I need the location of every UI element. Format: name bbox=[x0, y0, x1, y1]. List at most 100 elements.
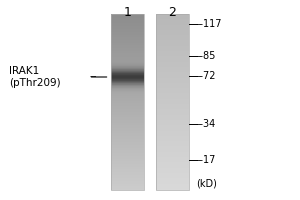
Bar bbox=[111, 106, 144, 107]
Bar bbox=[111, 143, 144, 144]
Bar bbox=[156, 184, 189, 185]
Bar bbox=[156, 49, 189, 50]
Bar bbox=[156, 82, 189, 83]
Bar bbox=[111, 65, 144, 66]
Bar bbox=[156, 154, 189, 155]
Bar bbox=[156, 52, 189, 53]
Bar bbox=[111, 86, 144, 87]
Bar bbox=[156, 68, 189, 69]
Bar bbox=[156, 108, 189, 109]
Bar bbox=[111, 49, 144, 50]
Bar bbox=[156, 16, 189, 17]
Bar bbox=[111, 39, 144, 40]
Bar bbox=[111, 103, 144, 104]
Bar bbox=[156, 109, 189, 110]
Bar bbox=[111, 135, 144, 136]
Bar bbox=[111, 129, 144, 130]
Bar bbox=[156, 121, 189, 122]
Bar bbox=[111, 34, 144, 35]
Bar bbox=[111, 45, 144, 46]
Bar bbox=[156, 80, 189, 81]
Bar bbox=[111, 93, 144, 94]
Bar bbox=[156, 67, 189, 68]
Bar bbox=[111, 157, 144, 158]
Bar bbox=[111, 37, 144, 38]
Bar bbox=[111, 149, 144, 150]
Bar bbox=[156, 14, 189, 15]
Bar bbox=[111, 76, 144, 77]
Bar bbox=[111, 28, 144, 29]
Bar bbox=[111, 100, 144, 101]
Bar bbox=[111, 48, 144, 49]
Bar bbox=[111, 184, 144, 185]
Bar bbox=[156, 19, 189, 20]
Bar bbox=[111, 91, 144, 92]
Bar bbox=[111, 164, 144, 165]
Bar bbox=[156, 20, 189, 21]
Bar bbox=[156, 158, 189, 159]
Bar bbox=[111, 119, 144, 120]
Bar bbox=[111, 85, 144, 86]
Bar bbox=[111, 126, 144, 127]
Bar bbox=[156, 38, 189, 39]
Bar bbox=[111, 109, 144, 110]
Bar bbox=[156, 172, 189, 173]
Bar bbox=[111, 72, 144, 73]
Bar bbox=[156, 128, 189, 129]
Bar bbox=[156, 93, 189, 94]
Bar bbox=[156, 159, 189, 160]
Bar bbox=[111, 19, 144, 20]
Bar bbox=[156, 167, 189, 168]
Bar bbox=[111, 117, 144, 118]
Bar bbox=[156, 62, 189, 63]
Bar bbox=[156, 169, 189, 170]
Bar bbox=[156, 98, 189, 99]
Bar bbox=[156, 123, 189, 124]
Bar bbox=[156, 156, 189, 157]
Bar bbox=[111, 115, 144, 116]
Bar bbox=[156, 188, 189, 189]
Bar bbox=[156, 103, 189, 104]
Text: 2: 2 bbox=[169, 6, 176, 19]
Bar bbox=[156, 173, 189, 174]
Bar bbox=[156, 18, 189, 19]
Bar bbox=[156, 70, 189, 71]
Bar bbox=[156, 51, 189, 52]
Bar bbox=[156, 170, 189, 171]
Bar bbox=[111, 77, 144, 78]
Bar bbox=[156, 32, 189, 33]
Bar bbox=[111, 44, 144, 45]
Bar bbox=[111, 111, 144, 112]
Bar bbox=[111, 53, 144, 54]
Bar bbox=[111, 79, 144, 80]
Bar bbox=[111, 145, 144, 146]
Bar bbox=[156, 127, 189, 128]
Bar bbox=[156, 186, 189, 187]
Bar bbox=[156, 25, 189, 26]
Bar bbox=[111, 113, 144, 114]
Bar bbox=[156, 130, 189, 131]
Bar bbox=[111, 22, 144, 23]
Bar bbox=[111, 168, 144, 169]
Bar bbox=[111, 159, 144, 160]
Bar bbox=[111, 148, 144, 149]
Bar bbox=[156, 87, 189, 88]
Bar bbox=[156, 55, 189, 56]
Bar bbox=[111, 186, 144, 187]
Bar bbox=[156, 145, 189, 146]
Bar bbox=[156, 174, 189, 175]
Bar bbox=[156, 183, 189, 184]
Bar bbox=[156, 64, 189, 65]
Bar bbox=[111, 156, 144, 157]
Bar bbox=[111, 27, 144, 28]
Bar bbox=[156, 76, 189, 77]
Bar bbox=[111, 121, 144, 122]
Bar bbox=[111, 21, 144, 22]
Bar bbox=[156, 102, 189, 103]
Bar bbox=[111, 43, 144, 44]
Bar bbox=[156, 189, 189, 190]
Bar bbox=[111, 112, 144, 113]
Bar bbox=[111, 67, 144, 68]
Bar bbox=[156, 134, 189, 135]
Bar bbox=[111, 18, 144, 19]
